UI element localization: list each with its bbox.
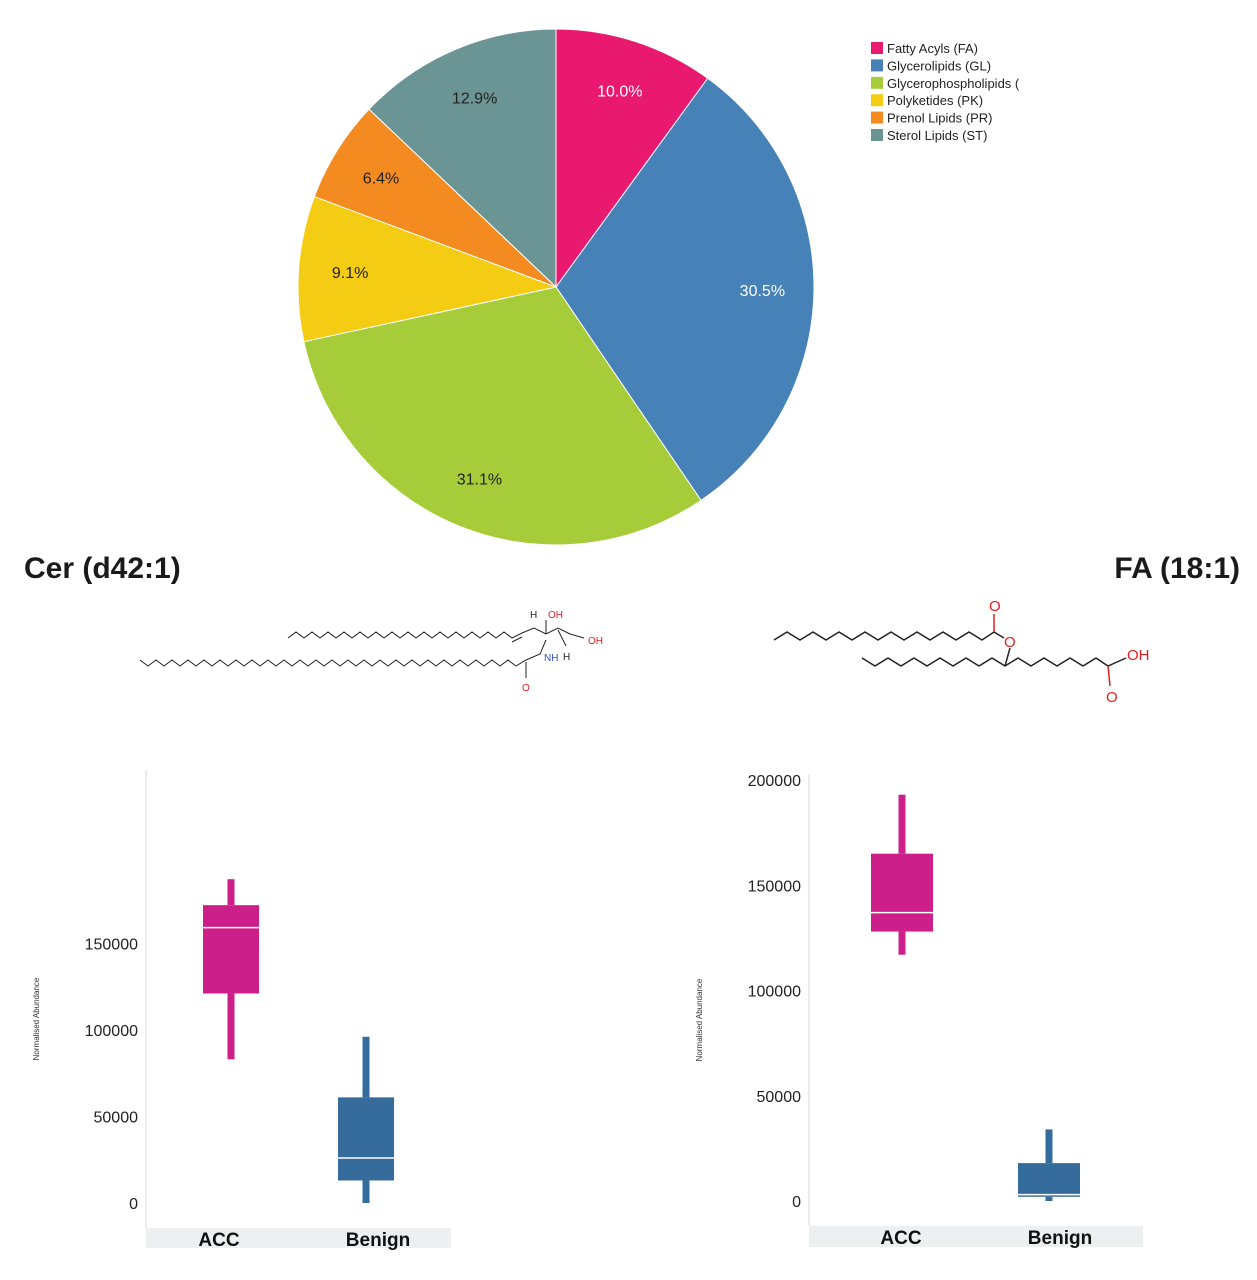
y-tick-label: 100000: [85, 1023, 138, 1040]
cer-atom-oh1: OH: [548, 610, 563, 621]
legend-swatch-polyketides-pk: [871, 94, 883, 107]
y-tick-label: 200000: [748, 773, 801, 790]
legend-label-sterol-lipids-st: Sterol Lipids (ST): [887, 128, 987, 143]
legend-swatch-sterol-lipids-st: [871, 129, 883, 141]
fa-atom-o3: O: [1106, 689, 1118, 706]
y-tick-label: 0: [792, 1194, 801, 1211]
legend-label-fatty-acyls-fa: Fatty Acyls (FA): [887, 41, 978, 56]
box-benign: [1018, 1163, 1080, 1197]
cer-sphingoid-chain: [287, 627, 585, 639]
cer-title: Cer (d42:1): [24, 552, 181, 585]
x-tick-label-benign: Benign: [1028, 1228, 1092, 1249]
whisker-lower-benign: [362, 1180, 370, 1203]
y-tick-label: 50000: [757, 1089, 802, 1106]
pie-label-polyketides-pk: 9.1%: [332, 265, 368, 282]
legend-label-glycerolipids-gl: Glycerolipids (GL): [887, 58, 991, 73]
cer-boxplot: 0 50000 100000 150000 Normalised Abundance AC…: [32, 770, 451, 1251]
y-tick-label: 150000: [85, 936, 138, 953]
legend-label-glycerophospholipids: Glycerophospholipids (: [887, 76, 1020, 91]
x-tick-label-acc: ACC: [198, 1230, 239, 1251]
cer-atom-oh2: OH: [588, 636, 603, 647]
legend-label-prenol-lipids-pr: Prenol Lipids (PR): [887, 111, 993, 126]
whisker-lower-acc: [898, 931, 906, 955]
fa-atom-oh: OH: [1127, 647, 1150, 664]
whisker-upper-acc: [227, 879, 235, 906]
legend-label-polyketides-pk: Polyketides (PK): [887, 93, 983, 108]
fa-ether-bond: [1004, 647, 1011, 667]
cer-atom-nh: NH: [544, 653, 558, 664]
cer-atom-h2: H: [563, 652, 570, 663]
box-acc: [203, 905, 259, 994]
x-tick-label-acc: ACC: [880, 1228, 921, 1249]
y-axis-label: Normalised Abundance: [695, 978, 704, 1061]
fa-acyl-chain: [773, 631, 995, 641]
pie-legend: Fatty Acyls (FA) Glycerolipids (GL) Glycer…: [871, 41, 1020, 143]
legend-swatch-glycerophospholipids: [871, 76, 883, 89]
cer-structure: [139, 620, 585, 678]
cer-nh-h-bond: [557, 629, 567, 647]
cer-atom-h1: H: [530, 610, 537, 621]
pie-label-glycerophospholipids: 31.1%: [457, 472, 502, 489]
pie-slice-polyketides-pk: [297, 195, 558, 343]
x-axis-band: [809, 1226, 1143, 1247]
x-axis-band: [146, 1228, 451, 1248]
fa-ester-bond: [993, 631, 1005, 639]
pie-label-prenol-lipids-pr: 6.4%: [363, 171, 399, 188]
pie-slice-sterol-lipids-st: [368, 28, 557, 289]
fa-structure: [773, 614, 1127, 687]
y-tick-label: 150000: [748, 878, 801, 895]
whisker-upper-benign: [1045, 1129, 1053, 1164]
y-tick-label: 0: [129, 1196, 138, 1213]
y-axis-label: Normalised Abundance: [32, 977, 41, 1060]
cer-amide-chain: [139, 639, 547, 667]
pie-label-sterol-lipids-st: 12.9%: [452, 90, 497, 107]
whisker-upper-acc: [898, 794, 906, 854]
fa-hydroxy-chain: [861, 657, 1127, 667]
pie-slice-glycerolipids-gl: [555, 77, 815, 502]
y-tick-label: 100000: [748, 984, 801, 1001]
pie-label-glycerolipids-gl: 30.5%: [740, 283, 785, 300]
fa-acid-carbonyl: [1107, 665, 1111, 687]
whisker-lower-benign: [1045, 1196, 1053, 1201]
whisker-upper-benign: [362, 1036, 370, 1098]
pie-chart: 10.0% 30.5% 31.1% 9.1% 6.4% 12.9%: [297, 28, 815, 546]
whisker-lower-acc: [227, 993, 235, 1060]
fa-atoms: O O OH O: [989, 598, 1150, 706]
fa-title: FA (18:1): [1114, 552, 1240, 585]
legend-swatch-glycerolipids-gl: [871, 59, 883, 72]
cer-atom-o: O: [522, 683, 530, 694]
legend-swatch-prenol-lipids-pr: [871, 111, 883, 124]
fa-atom-o1: O: [989, 598, 1001, 615]
cer-double-bond: [511, 636, 523, 643]
y-tick-label: 50000: [94, 1109, 139, 1126]
box-acc: [871, 853, 933, 932]
pie-slice-glycerophospholipids: [303, 286, 702, 546]
fa-atom-o2: O: [1004, 634, 1016, 651]
pie-label-fatty-acyls-fa: 10.0%: [597, 84, 642, 101]
box-benign: [338, 1097, 394, 1181]
legend-swatch-fatty-acyls-fa: [871, 42, 883, 54]
cer-atoms: OH H OH NH H O: [522, 610, 603, 694]
x-tick-label-benign: Benign: [346, 1230, 410, 1251]
fa-boxplot: 0 50000 100000 150000 200000 Normalised Abund…: [695, 773, 1143, 1249]
pie-slice-fatty-acyls-fa: [555, 28, 709, 289]
